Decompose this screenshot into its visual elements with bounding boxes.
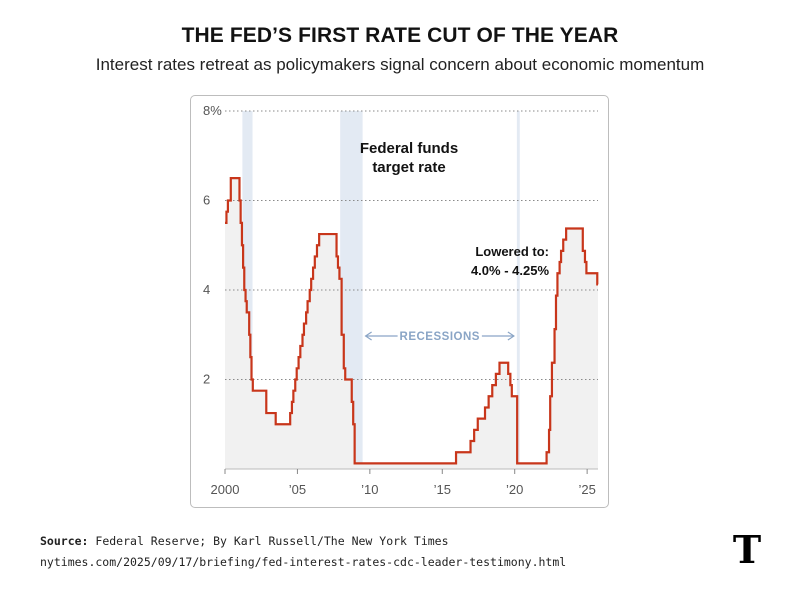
rate-chart: 8% 6 4 2 2000 ’05 ’10 ’15 ’20 ’25 Federal funds tar… [203,103,599,497]
chart-frame: 8% 6 4 2 2000 ’05 ’10 ’15 ’20 ’25 Federal funds tar… [190,95,609,508]
recession-arrow-right-head [507,331,515,341]
recession-band-0 [242,111,253,469]
x-tick-label-5: ’25 [578,482,595,497]
x-tick-label-1: ’05 [289,482,306,497]
chart-subtitle: Interest rates retreat as policymakers s… [95,55,705,74]
y-tick-label-3: 2 [203,372,210,387]
recessions-label: RECESSIONS [400,331,480,343]
x-tick-label-4: ’20 [506,482,523,497]
annotation-line2: 4.0% - 4.25% [471,263,549,278]
y-tick-label-0: 8% [203,103,222,118]
series-label-line1: Federal funds [360,140,458,157]
nyt-logo: T [732,527,762,572]
source-text: Federal Reserve; By Karl Russell/The New… [95,534,449,548]
recession-arrow-left-head [364,331,372,341]
annotation-line1: Lowered to: [475,244,549,259]
rate-area [225,178,598,469]
source-line: Source: Federal Reserve; By Karl Russell… [40,534,449,548]
y-tick-label-1: 6 [203,193,210,208]
x-tick-label-3: ’15 [434,482,451,497]
rate-line [225,177,599,465]
source-label: Source: [40,534,89,548]
series-label-line2: target rate [372,159,445,176]
chart-title: THE FED’S FIRST RATE CUT OF THE YEAR [181,24,619,47]
x-tick-label-2: ’10 [361,482,378,497]
y-tick-label-2: 4 [203,282,210,297]
article-url: nytimes.com/2025/09/17/briefing/fed-inte… [40,555,567,569]
x-tick-label-0: 2000 [211,482,240,497]
